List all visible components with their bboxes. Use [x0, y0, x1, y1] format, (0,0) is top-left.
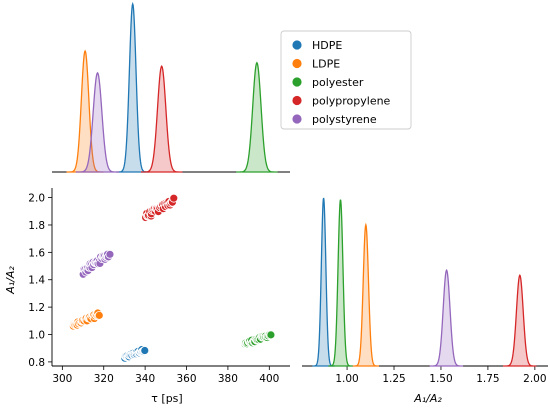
scatter-series-hdpe [120, 345, 150, 363]
ratio-x-tick-label: 1.50 [429, 373, 452, 385]
top-kde-hdpe [116, 1, 150, 173]
legend-item-hdpe: HDPE [291, 39, 342, 52]
x-tick-label: 300 [52, 373, 72, 385]
legend-label: HDPE [312, 39, 342, 52]
x-tick-label: 340 [135, 373, 155, 385]
legend-item-polystyrene: polystyrene [291, 113, 377, 126]
x-axis-label-ratio: A₁/A₂ [413, 392, 442, 405]
top-kde-polystyrene [75, 71, 120, 173]
legend-label: polypropylene [312, 95, 391, 108]
top-kde-polyester [236, 61, 278, 173]
x-tick-label: 380 [218, 373, 238, 385]
scatter-series-polyester [240, 330, 276, 349]
legend: HDPE LDPE polyester polypropylene polystyren… [280, 30, 412, 130]
y-tick-label: 1.8 [28, 220, 45, 232]
scatter-point [266, 330, 276, 340]
legend-marker [291, 76, 303, 88]
y-tick-label: 1.2 [28, 302, 45, 314]
legend-item-ldpe: LDPE [291, 58, 340, 71]
ratio-x-tick-label: 1.25 [382, 373, 405, 385]
x-tick-label: 360 [176, 373, 196, 385]
scatter-point [94, 310, 104, 320]
right-kde-hdpe [312, 197, 335, 367]
x-tick-label: 320 [94, 373, 114, 385]
scatter-series-polystyrene [78, 249, 115, 279]
x-tick-label: 400 [259, 373, 279, 385]
y-tick-label: 1.6 [28, 247, 45, 259]
y-tick-label: 0.8 [28, 357, 45, 369]
right-marginal-panel: 1.00 1.25 1.50 1.75 2.00 [302, 197, 548, 385]
legend-label: LDPE [312, 58, 340, 71]
legend-marker [291, 113, 303, 125]
scatter-panel: 300 320 340 360 380 400 0.8 1.0 1.2 1.4 1.6 1.8 2.0 [28, 188, 290, 385]
legend-marker [291, 39, 303, 51]
legend-label: polyester [312, 76, 364, 89]
right-kde-ldpe [352, 222, 379, 367]
y-axis-label-ratio: A₁/A₂ [4, 266, 17, 295]
ratio-x-tick-label: 1.00 [335, 373, 358, 385]
right-kde-polystyrene [429, 268, 464, 367]
legend-item-polypropylene: polypropylene [291, 95, 391, 108]
legend-item-polyester: polyester [291, 76, 364, 89]
x-axis-label-tau: τ [ps] [151, 392, 182, 405]
scatter-point [140, 346, 150, 355]
legend-marker [291, 95, 303, 106]
legend-label: polystyrene [312, 113, 377, 126]
y-tick-label: 1.0 [28, 330, 45, 342]
legend-box [280, 30, 412, 130]
y-tick-label: 2.0 [28, 193, 45, 205]
y-tick-label: 1.4 [28, 275, 45, 287]
legend-marker [291, 58, 303, 69]
ratio-x-tick-label: 1.75 [476, 373, 499, 385]
scatter-point [105, 249, 115, 259]
scatter-series-ldpe [68, 308, 104, 331]
scatter-series-polypropylene [141, 193, 179, 222]
right-kde-polyester [328, 199, 353, 367]
ratio-x-tick-label: 2.00 [523, 373, 546, 385]
right-kde-polypropylene [502, 274, 537, 367]
top-marginal-panel [52, 1, 290, 173]
scatter-point [169, 193, 179, 203]
top-kde-polypropylene [140, 64, 183, 173]
